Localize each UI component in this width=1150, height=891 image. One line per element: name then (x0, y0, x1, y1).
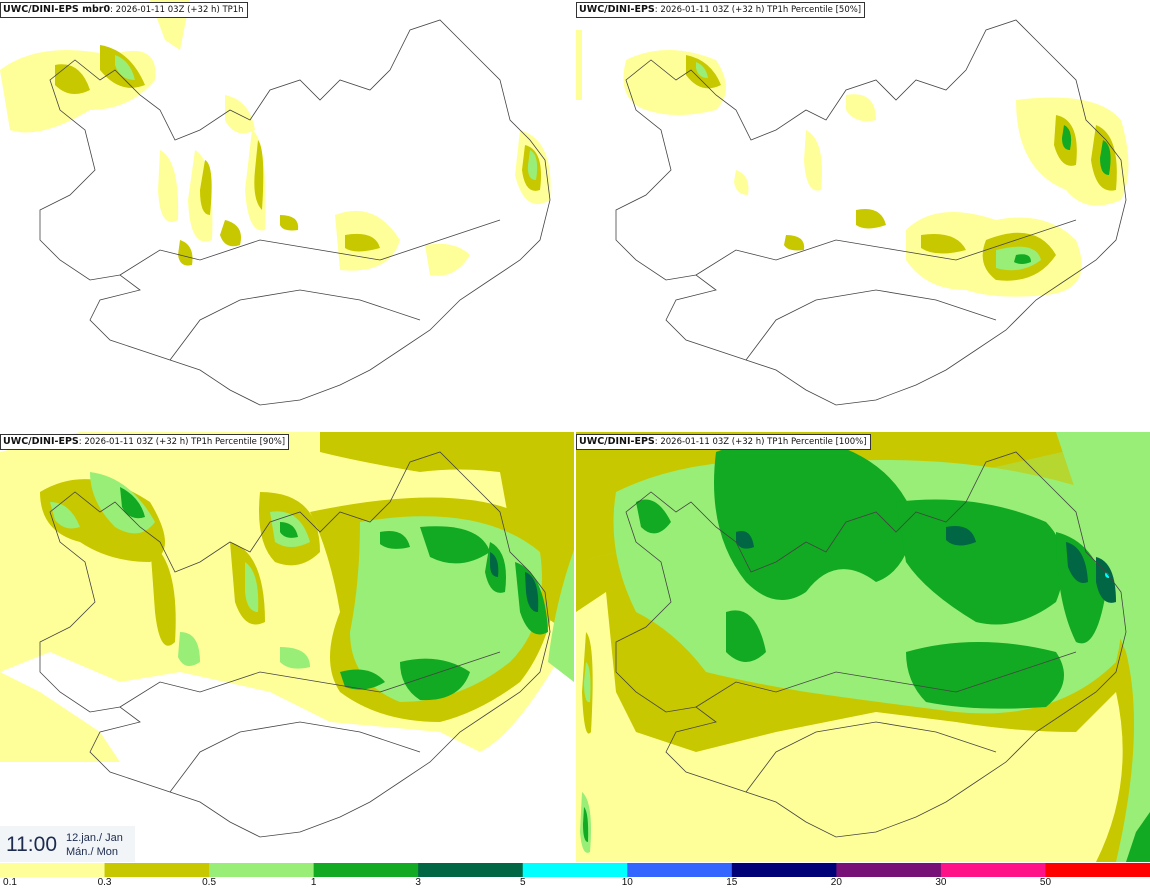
map-panel-mbr0: UWC/DINI-EPS mbr0: 2026-01-11 03Z (+32 h… (0, 0, 574, 430)
legend-swatch (836, 863, 942, 877)
legend-swatch (0, 863, 106, 877)
coastline (39, 19, 551, 406)
precip-shading (576, 432, 1150, 862)
legend-tick-label: 3 (415, 877, 421, 888)
valid-time-date-line2: Mán./ Mon (66, 846, 118, 858)
map-panel-p100: UWC/DINI-EPS: 2026-01-11 03Z (+32 h) TP1… (576, 432, 1150, 862)
legend-tick-label: 0.5 (202, 877, 217, 888)
legend-swatch (731, 863, 837, 877)
precip-shading (0, 432, 574, 762)
legend-tick-label: 15 (726, 877, 738, 888)
legend-swatch (104, 863, 210, 877)
legend-color-bar (0, 863, 1150, 877)
panel-title-p50: UWC/DINI-EPS: 2026-01-11 03Z (+32 h) TP1… (576, 2, 866, 18)
legend-tick-label: 0.1 (3, 877, 17, 888)
valid-time-date-line1: 12.jan./ Jan (66, 832, 123, 844)
map-panel-p50: UWC/DINI-EPS: 2026-01-11 03Z (+32 h) TP1… (576, 0, 1150, 430)
precip-shading (0, 0, 551, 276)
legend-tick-label: 20 (830, 877, 842, 888)
valid-time-clock: 11:00 (6, 833, 57, 856)
legend-tick-label: 5 (519, 877, 526, 888)
legend-swatch (627, 863, 733, 877)
precip-shading (576, 30, 1129, 297)
valid-time-box: 11:00 12.jan./ Jan Mán./ Mon (0, 826, 135, 862)
panel-title-p90: UWC/DINI-EPS: 2026-01-11 03Z (+32 h) TP1… (0, 434, 290, 450)
coastline (615, 451, 1127, 838)
precip-map-mbr0 (0, 0, 551, 406)
map-panel-p90: UWC/DINI-EPS: 2026-01-11 03Z (+32 h) TP1… (0, 432, 574, 862)
legend-tick-label: 1 (310, 877, 317, 888)
legend-swatch (1045, 863, 1150, 877)
legend-swatch (522, 863, 628, 877)
panel-title-mbr0: UWC/DINI-EPS mbr0: 2026-01-11 03Z (+32 h… (0, 2, 248, 18)
legend-swatch (313, 863, 419, 877)
precip-legend: 0.1 0.3 0.5 1 3 5 10 15 20 30 50 (0, 863, 1150, 891)
precip-map-p100 (576, 432, 1150, 862)
precip-map-p90 (0, 432, 574, 838)
legend-tick-label: 10 (621, 877, 633, 888)
coastline (615, 19, 1127, 406)
valid-time-date: 12.jan./ Jan Mán./ Mon (66, 831, 123, 859)
legend-swatch (418, 863, 524, 877)
panel-title-p100: UWC/DINI-EPS: 2026-01-11 03Z (+32 h) TP1… (576, 434, 871, 450)
legend-swatch (209, 863, 315, 877)
legend-tick-label: 50 (1039, 877, 1052, 888)
precip-map-p50 (576, 19, 1129, 406)
coastline (39, 451, 551, 838)
legend-tick-label: 30 (935, 877, 947, 888)
legend-swatch (940, 863, 1046, 877)
legend-tick-label: 0.3 (97, 877, 112, 888)
